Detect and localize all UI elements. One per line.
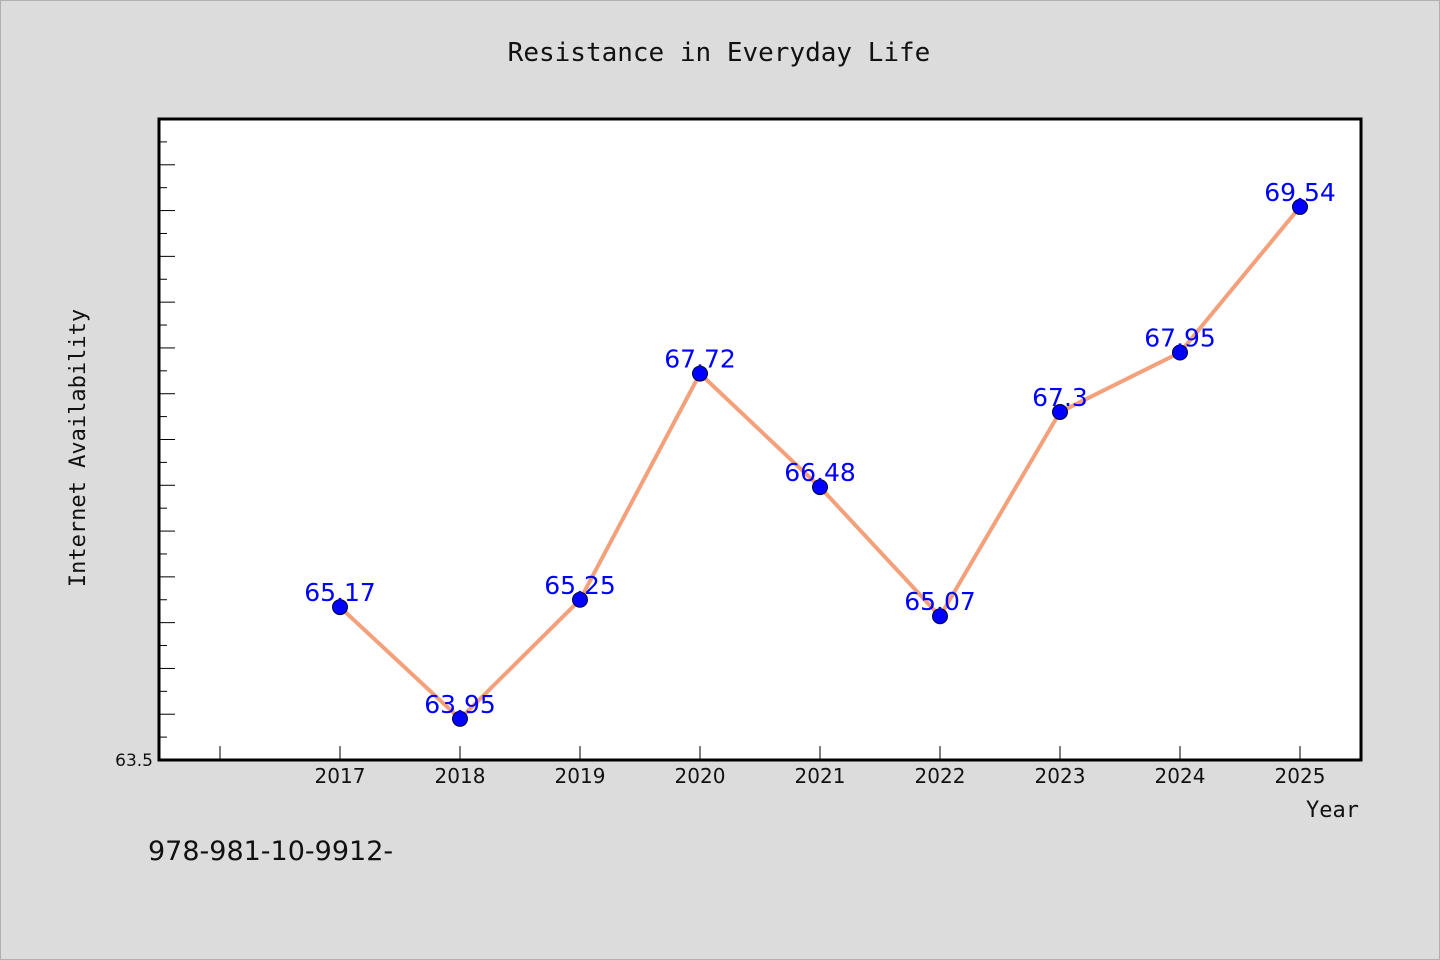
x-tick-label: 2022 bbox=[915, 764, 966, 788]
footer-code: 978-981-10-9912- bbox=[148, 836, 394, 867]
data-label: 67.3 bbox=[1032, 383, 1088, 412]
data-point bbox=[452, 710, 468, 727]
data-point bbox=[572, 591, 588, 608]
y-tick-label: 63.5 bbox=[115, 751, 153, 771]
data-label: 67.95 bbox=[1144, 324, 1216, 353]
data-point bbox=[692, 365, 708, 382]
data-point bbox=[1052, 404, 1068, 421]
x-tick-label: 2017 bbox=[315, 764, 366, 788]
data-point bbox=[332, 599, 348, 616]
x-tick-label: 2023 bbox=[1035, 764, 1086, 788]
y-axis-ticks bbox=[159, 118, 175, 761]
x-tick-label: 2020 bbox=[675, 764, 726, 788]
chart-title: Resistance in Everyday Life bbox=[508, 38, 931, 68]
data-point bbox=[812, 479, 828, 496]
x-tick-label: 2024 bbox=[1155, 764, 1206, 788]
data-point bbox=[932, 608, 948, 625]
data-point bbox=[1172, 344, 1188, 361]
data-label: 65.07 bbox=[904, 587, 976, 616]
data-point bbox=[1292, 198, 1308, 215]
data-label: 67.72 bbox=[664, 345, 736, 374]
data-label: 66.48 bbox=[784, 458, 856, 487]
x-axis-label: Year bbox=[1306, 798, 1359, 823]
x-tick-label: 2025 bbox=[1275, 764, 1326, 788]
data-label: 63.95 bbox=[424, 690, 496, 719]
y-axis-label: Internet Availability bbox=[66, 309, 91, 587]
x-tick-label: 2018 bbox=[435, 764, 486, 788]
x-tick-label: 2021 bbox=[795, 764, 846, 788]
data-label: 65.17 bbox=[304, 578, 376, 607]
plot-area bbox=[157, 117, 1363, 762]
x-axis-ticks: 2017 2018 2019 2020 2021 2022 2023 2024 2025 bbox=[219, 746, 1326, 788]
data-label: 65.25 bbox=[544, 571, 616, 600]
x-tick-label: 2019 bbox=[555, 764, 606, 788]
series-layer: 65.17 63.95 65.25 67.72 66.48 65.07 67.3 67.95 6… bbox=[304, 178, 1336, 727]
data-label: 69.54 bbox=[1264, 178, 1336, 207]
